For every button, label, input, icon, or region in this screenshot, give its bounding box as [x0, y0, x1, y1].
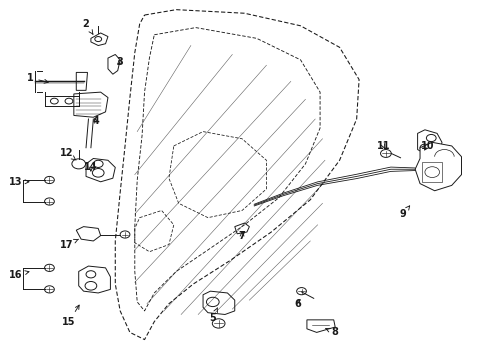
Text: 9: 9	[399, 206, 409, 219]
Circle shape	[50, 98, 58, 104]
Circle shape	[44, 286, 54, 293]
Polygon shape	[306, 320, 334, 332]
Text: 13: 13	[9, 177, 29, 187]
Circle shape	[206, 297, 219, 307]
Circle shape	[296, 288, 306, 295]
Circle shape	[86, 271, 96, 278]
Polygon shape	[234, 223, 249, 234]
Text: 15: 15	[62, 305, 79, 327]
Text: 1: 1	[26, 73, 48, 83]
Circle shape	[85, 282, 97, 290]
Polygon shape	[74, 92, 108, 117]
Text: 12: 12	[60, 148, 76, 160]
Polygon shape	[86, 158, 115, 182]
Polygon shape	[76, 72, 87, 90]
Circle shape	[44, 176, 54, 184]
Circle shape	[424, 167, 439, 177]
Text: 5: 5	[209, 308, 217, 323]
Text: 14: 14	[84, 162, 98, 172]
Text: 10: 10	[420, 141, 433, 151]
Circle shape	[120, 231, 130, 238]
Text: 4: 4	[92, 116, 99, 126]
Polygon shape	[91, 33, 108, 45]
Circle shape	[92, 168, 104, 177]
Text: 7: 7	[238, 231, 245, 240]
Circle shape	[426, 134, 435, 141]
Text: 11: 11	[376, 141, 389, 151]
Bar	[422, 162, 441, 182]
Circle shape	[93, 160, 103, 167]
Polygon shape	[417, 130, 441, 157]
Text: 8: 8	[325, 327, 338, 337]
Text: 3: 3	[117, 57, 123, 67]
Circle shape	[380, 149, 390, 157]
Text: 17: 17	[60, 239, 79, 249]
Circle shape	[65, 98, 73, 104]
Polygon shape	[203, 291, 234, 315]
Polygon shape	[414, 142, 461, 191]
Circle shape	[44, 264, 54, 271]
Text: 6: 6	[294, 299, 301, 309]
Polygon shape	[108, 54, 120, 74]
Circle shape	[95, 37, 102, 41]
Circle shape	[72, 159, 85, 169]
Polygon shape	[76, 226, 101, 241]
Text: 2: 2	[82, 19, 93, 34]
Text: 16: 16	[9, 270, 29, 280]
Circle shape	[44, 198, 54, 205]
Circle shape	[212, 319, 224, 328]
Polygon shape	[79, 266, 110, 293]
Circle shape	[419, 144, 429, 151]
